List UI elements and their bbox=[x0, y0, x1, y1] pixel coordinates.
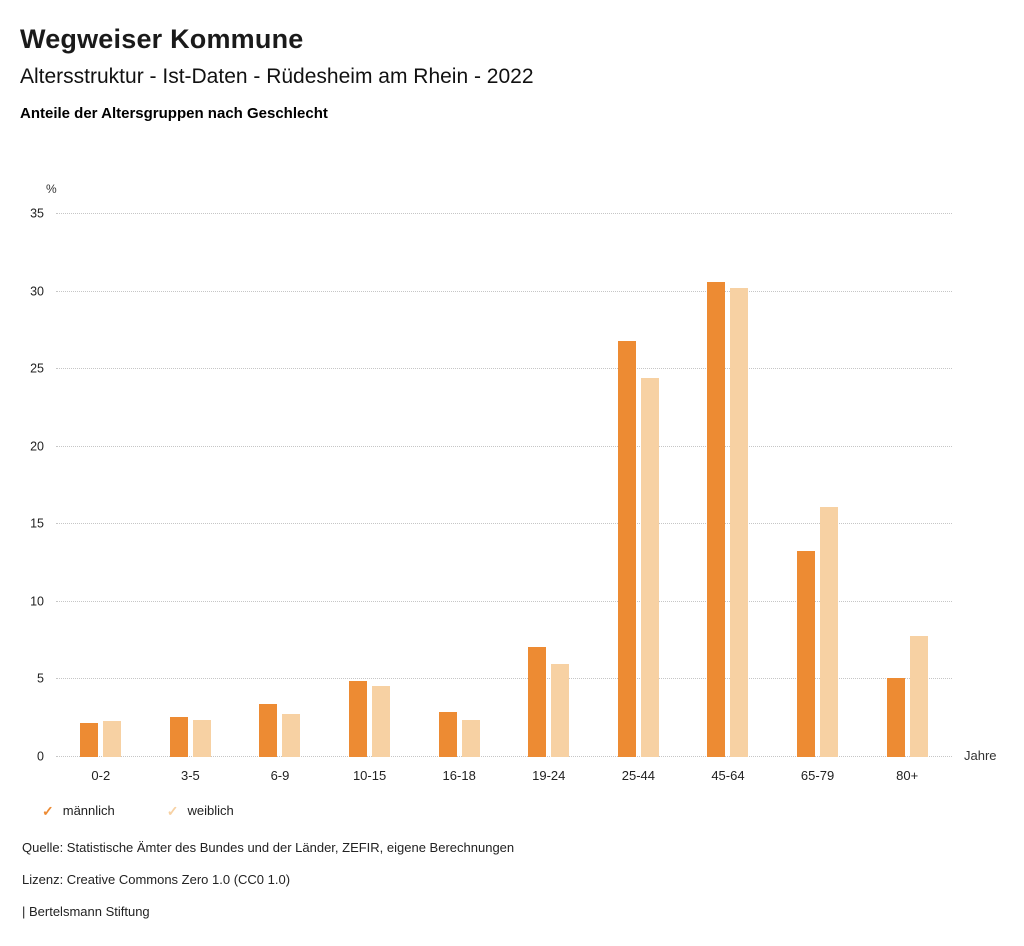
y-tick-label: 0 bbox=[37, 749, 44, 764]
x-tick-label: 65-79 bbox=[800, 768, 835, 783]
page: Wegweiser Kommune Altersstruktur - Ist-D… bbox=[20, 24, 1004, 919]
x-axis-unit-label: Jahre bbox=[964, 748, 997, 763]
bar-männlich-80+[interactable] bbox=[886, 677, 905, 757]
bar-männlich-45-64[interactable] bbox=[707, 282, 726, 757]
gridline-30: 30 bbox=[30, 284, 952, 298]
bar-weiblich-3-5[interactable] bbox=[192, 719, 211, 757]
bar-group-45-64: 45-64 bbox=[683, 214, 773, 783]
bar-weiblich-65-79[interactable] bbox=[820, 507, 839, 757]
bar-group-65-79: 65-79 bbox=[773, 214, 863, 783]
bar-group-3-5: 3-5 bbox=[146, 214, 236, 783]
bar-weiblich-80+[interactable] bbox=[909, 636, 928, 757]
bar-group-19-24: 19-24 bbox=[504, 214, 594, 783]
gridline-25: 25 bbox=[30, 361, 952, 375]
check-icon: ✓ bbox=[42, 802, 54, 819]
gridline-10: 10 bbox=[30, 594, 952, 608]
check-icon: ✓ bbox=[166, 802, 179, 819]
bar-group-6-9: 6-9 bbox=[235, 214, 325, 783]
bar-männlich-65-79[interactable] bbox=[797, 550, 816, 757]
chart-subtitle: Anteile der Altersgruppen nach Geschlech… bbox=[20, 105, 328, 122]
legend-item-weiblich[interactable]: ✓ weiblich bbox=[167, 803, 234, 818]
chart-title: Altersstruktur - Ist-Daten - Rüdesheim a… bbox=[20, 65, 534, 88]
page-title: Wegweiser Kommune bbox=[20, 24, 304, 54]
legend-label: weiblich bbox=[187, 803, 234, 818]
bar-weiblich-10-15[interactable] bbox=[372, 685, 391, 757]
x-tick-label: 0-2 bbox=[91, 768, 111, 783]
license-note: Lizenz: Creative Commons Zero 1.0 (CC0 1… bbox=[22, 872, 291, 887]
age-structure-bar-chart: % 0 5 10 15 20 25 30 35 0-2 3-5 6-9 10-15 16-18 19-24… bbox=[30, 182, 996, 783]
bar-group-0-2: 0-2 bbox=[56, 214, 146, 783]
x-tick-label: 25-44 bbox=[621, 768, 655, 783]
y-axis-unit-label: % bbox=[46, 182, 57, 196]
gridline-15: 15 bbox=[30, 517, 952, 531]
bar-männlich-3-5[interactable] bbox=[169, 716, 188, 757]
gridline-35: 35 bbox=[30, 206, 952, 220]
gridline-0: 0 bbox=[37, 749, 952, 763]
bar-männlich-10-15[interactable] bbox=[349, 680, 368, 757]
source-note: Quelle: Statistische Ämter des Bundes un… bbox=[22, 840, 515, 855]
bar-group-25-44: 25-44 bbox=[594, 214, 684, 783]
gridline-20: 20 bbox=[30, 439, 952, 453]
bar-weiblich-25-44[interactable] bbox=[640, 378, 659, 757]
bar-weiblich-16-18[interactable] bbox=[461, 719, 480, 757]
y-tick-label: 20 bbox=[30, 439, 44, 454]
bar-weiblich-45-64[interactable] bbox=[730, 288, 749, 757]
y-tick-label: 25 bbox=[30, 361, 44, 376]
bar-männlich-16-18[interactable] bbox=[438, 712, 457, 757]
bar-weiblich-19-24[interactable] bbox=[551, 663, 570, 757]
legend-label: männlich bbox=[62, 803, 115, 818]
plot-area: 0 5 10 15 20 25 30 35 0-2 3-5 6-9 10-15 16-18 19-24 25… bbox=[30, 206, 952, 783]
x-tick-label: 3-5 bbox=[180, 768, 200, 783]
legend-item-männlich[interactable]: ✓ männlich bbox=[42, 803, 115, 818]
x-tick-label: 6-9 bbox=[270, 768, 290, 783]
bar-groups: 0-2 3-5 6-9 10-15 16-18 19-24 25-44 45-64 65-79 8… bbox=[56, 214, 952, 783]
y-tick-label: 15 bbox=[30, 516, 44, 531]
x-tick-label: 45-64 bbox=[711, 768, 745, 783]
y-tick-label: 30 bbox=[30, 283, 44, 298]
bar-männlich-0-2[interactable] bbox=[80, 722, 99, 757]
footer: Quelle: Statistische Ämter des Bundes un… bbox=[22, 840, 1004, 919]
gridline-5: 5 bbox=[37, 672, 952, 686]
bar-männlich-25-44[interactable] bbox=[617, 341, 636, 757]
bar-weiblich-0-2[interactable] bbox=[103, 721, 122, 757]
y-tick-label: 10 bbox=[30, 594, 44, 609]
x-tick-label: 19-24 bbox=[532, 768, 566, 783]
bar-weiblich-6-9[interactable] bbox=[282, 713, 301, 757]
x-tick-label: 80+ bbox=[896, 768, 919, 783]
legend: ✓ männlich ✓ weiblich bbox=[42, 803, 1004, 818]
bar-group-10-15: 10-15 bbox=[325, 214, 415, 783]
header: Wegweiser Kommune Altersstruktur - Ist-D… bbox=[20, 24, 1004, 122]
attribution-note: | Bertelsmann Stiftung bbox=[22, 904, 150, 919]
x-tick-label: 10-15 bbox=[352, 768, 387, 783]
bar-männlich-6-9[interactable] bbox=[259, 704, 278, 757]
y-tick-label: 5 bbox=[37, 671, 44, 686]
bar-männlich-19-24[interactable] bbox=[528, 646, 547, 757]
x-tick-label: 16-18 bbox=[442, 768, 476, 783]
bar-group-16-18: 16-18 bbox=[414, 214, 504, 783]
bar-group-80+: 80+ bbox=[862, 214, 952, 783]
y-tick-label: 35 bbox=[30, 206, 44, 221]
